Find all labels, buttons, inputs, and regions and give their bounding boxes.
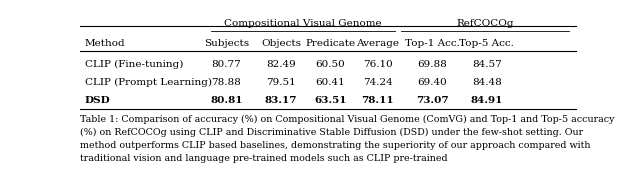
Text: Table 1: Comparison of accuracy (%) on Compositional Visual Genome (ComVG) and T: Table 1: Comparison of accuracy (%) on C… xyxy=(80,114,614,124)
Text: Top-1 Acc.: Top-1 Acc. xyxy=(404,39,460,48)
Text: 69.40: 69.40 xyxy=(417,78,447,87)
Text: 84.48: 84.48 xyxy=(472,78,502,87)
Text: Average: Average xyxy=(356,39,399,48)
Text: Objects: Objects xyxy=(261,39,301,48)
Text: 80.81: 80.81 xyxy=(210,96,243,105)
Text: Compositional Visual Genome: Compositional Visual Genome xyxy=(225,19,382,28)
Text: 76.10: 76.10 xyxy=(363,60,392,69)
Text: 80.77: 80.77 xyxy=(211,60,241,69)
Text: Top-5 Acc.: Top-5 Acc. xyxy=(460,39,514,48)
Text: Predicate: Predicate xyxy=(305,39,356,48)
Text: Method: Method xyxy=(85,39,125,48)
Text: 63.51: 63.51 xyxy=(314,96,347,105)
Text: method outperforms CLIP based baselines, demonstrating the superiority of our ap: method outperforms CLIP based baselines,… xyxy=(80,141,591,150)
Text: 78.11: 78.11 xyxy=(362,96,394,105)
Text: 60.41: 60.41 xyxy=(316,78,346,87)
Text: 84.57: 84.57 xyxy=(472,60,502,69)
Text: CLIP (Fine-tuning): CLIP (Fine-tuning) xyxy=(85,60,183,69)
Text: RefCOCOg: RefCOCOg xyxy=(456,19,514,28)
Text: 60.50: 60.50 xyxy=(316,60,346,69)
Text: 83.17: 83.17 xyxy=(264,96,297,105)
Text: 69.88: 69.88 xyxy=(417,60,447,69)
Text: Subjects: Subjects xyxy=(204,39,249,48)
Text: DSD: DSD xyxy=(85,96,111,105)
Text: 82.49: 82.49 xyxy=(266,60,296,69)
Text: 73.07: 73.07 xyxy=(416,96,449,105)
Text: traditional vision and language pre-trained models such as CLIP pre-trained: traditional vision and language pre-trai… xyxy=(80,154,447,163)
Text: CLIP (Prompt Learning): CLIP (Prompt Learning) xyxy=(85,78,212,87)
Text: (%) on RefCOCOg using CLIP and Discriminative Stable Diffusion (DSD) under the f: (%) on RefCOCOg using CLIP and Discrimin… xyxy=(80,128,583,137)
Text: 78.88: 78.88 xyxy=(211,78,241,87)
Text: 84.91: 84.91 xyxy=(470,96,503,105)
Text: 79.51: 79.51 xyxy=(266,78,296,87)
Text: 74.24: 74.24 xyxy=(363,78,392,87)
